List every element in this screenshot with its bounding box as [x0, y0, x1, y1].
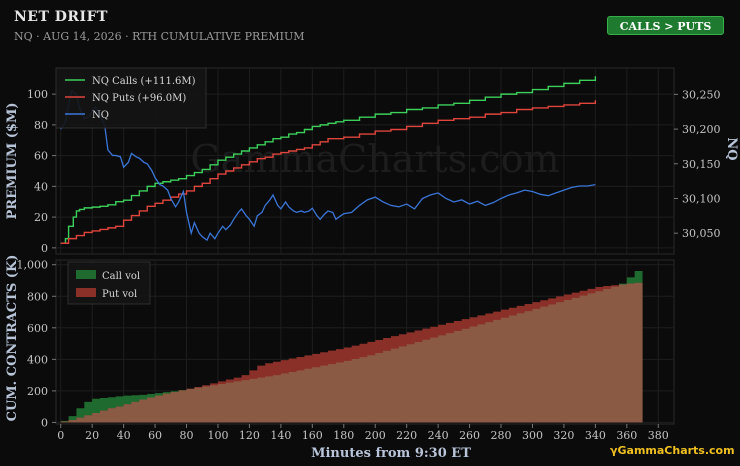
nq-y-axis-title: NQ: [724, 137, 739, 160]
volume-y-tick-label: 400: [27, 353, 48, 366]
volume-y-tick-label: 200: [27, 385, 48, 398]
premium-legend-label: NQ Puts (+96.0M): [92, 93, 186, 104]
volume-legend-label: Call vol: [102, 271, 140, 282]
premium-legend-label: NQ: [92, 110, 109, 121]
x-tick-label: 200: [365, 429, 386, 442]
x-tick-label: 320: [553, 429, 574, 442]
x-tick-label: 300: [522, 429, 543, 442]
nq-y-tick-label: 30,100: [682, 192, 721, 205]
premium-panel-frame: [55, 67, 675, 255]
brand-watermark-text: GammaCharts.com: [617, 444, 735, 457]
x-tick-label: 240: [428, 429, 449, 442]
premium-y-tick-label: 80: [34, 119, 48, 132]
premium-y-tick-label: 60: [34, 150, 48, 163]
x-tick-label: 140: [270, 429, 291, 442]
x-tick-label: 100: [207, 429, 228, 442]
x-tick-label: 40: [117, 429, 131, 442]
volume-legend-swatch: [76, 288, 96, 297]
x-tick-label: 380: [648, 429, 669, 442]
x-axis-title: Minutes from 9:30 ET: [311, 446, 471, 461]
x-tick-label: 220: [396, 429, 417, 442]
nq-y-tick-label: 30,150: [682, 158, 721, 171]
volume-y-tick-label: 600: [27, 322, 48, 335]
brand-watermark: γGammaCharts.com: [610, 444, 735, 457]
volume-panel-frame: [55, 259, 675, 425]
volume-y-axis-title: CUM. CONTRACTS (K): [5, 255, 20, 422]
premium-y-tick-label: 20: [34, 211, 48, 224]
volume-legend-swatch: [76, 270, 96, 279]
calls-premium-line: [60, 76, 597, 244]
volume-y-tick-label: 1,000: [17, 259, 49, 272]
nq-price-line: [60, 89, 596, 242]
chart-subtitle: NQ · AUG 14, 2026 · RTH CUMULATIVE PREMI…: [14, 30, 305, 43]
background-watermark-text: GammaCharts.com: [190, 137, 559, 181]
nq-y-tick-label: 30,050: [682, 227, 721, 240]
calls-vs-puts-badge: CALLS > PUTS: [607, 16, 724, 35]
nq-y-tick-label: 30,200: [682, 123, 721, 136]
premium-y-axis-title: PREMIUM ($M): [5, 103, 20, 220]
puts-premium-line: [60, 100, 597, 244]
volume-y-tick-label: 800: [27, 290, 48, 303]
x-tick-label: 0: [57, 429, 64, 442]
x-tick-label: 280: [491, 429, 512, 442]
x-tick-label: 180: [333, 429, 354, 442]
x-tick-label: 60: [148, 429, 162, 442]
volume-legend-label: Put vol: [102, 289, 137, 300]
overlap-area: [60, 282, 643, 423]
premium-legend-label: NQ Calls (+111.6M): [92, 76, 196, 87]
premium-y-tick-label: 100: [27, 88, 48, 101]
premium-legend-box: [55, 67, 207, 129]
x-tick-label: 260: [459, 429, 480, 442]
x-tick-label: 20: [85, 429, 99, 442]
x-tick-label: 120: [239, 429, 260, 442]
nq-y-tick-label: 30,250: [682, 88, 721, 101]
chart-title: NET DRIFT: [14, 9, 108, 25]
x-tick-label: 160: [302, 429, 323, 442]
gamma-icon: γ: [610, 444, 618, 457]
x-tick-label: 80: [180, 429, 194, 442]
x-tick-label: 340: [585, 429, 606, 442]
x-tick-label: 360: [616, 429, 637, 442]
premium-y-tick-label: 0: [41, 242, 48, 255]
volume-y-tick-label: 0: [41, 416, 48, 429]
premium-y-tick-label: 40: [34, 180, 48, 193]
